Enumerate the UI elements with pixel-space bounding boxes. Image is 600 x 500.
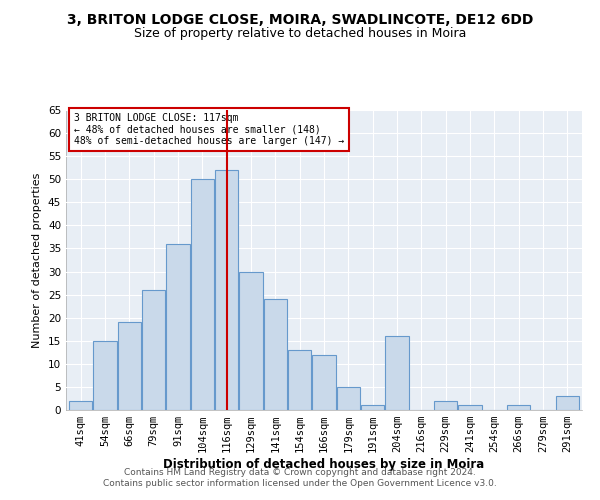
Bar — [385, 336, 409, 410]
Text: Size of property relative to detached houses in Moira: Size of property relative to detached ho… — [134, 28, 466, 40]
Bar — [142, 290, 165, 410]
Text: 3, BRITON LODGE CLOSE, MOIRA, SWADLINCOTE, DE12 6DD: 3, BRITON LODGE CLOSE, MOIRA, SWADLINCOT… — [67, 12, 533, 26]
Bar — [94, 341, 116, 410]
Bar — [434, 401, 457, 410]
Bar — [191, 179, 214, 410]
Bar — [166, 244, 190, 410]
Bar — [458, 406, 482, 410]
Bar — [337, 387, 360, 410]
Bar — [556, 396, 579, 410]
Text: Contains HM Land Registry data © Crown copyright and database right 2024.
Contai: Contains HM Land Registry data © Crown c… — [103, 468, 497, 487]
Bar — [264, 299, 287, 410]
Bar — [361, 406, 384, 410]
Bar — [239, 272, 263, 410]
Bar — [507, 406, 530, 410]
Y-axis label: Number of detached properties: Number of detached properties — [32, 172, 43, 348]
Bar — [215, 170, 238, 410]
Bar — [118, 322, 141, 410]
Bar — [288, 350, 311, 410]
X-axis label: Distribution of detached houses by size in Moira: Distribution of detached houses by size … — [163, 458, 485, 471]
Bar — [313, 354, 335, 410]
Text: 3 BRITON LODGE CLOSE: 117sqm
← 48% of detached houses are smaller (148)
48% of s: 3 BRITON LODGE CLOSE: 117sqm ← 48% of de… — [74, 113, 344, 146]
Bar — [69, 401, 92, 410]
